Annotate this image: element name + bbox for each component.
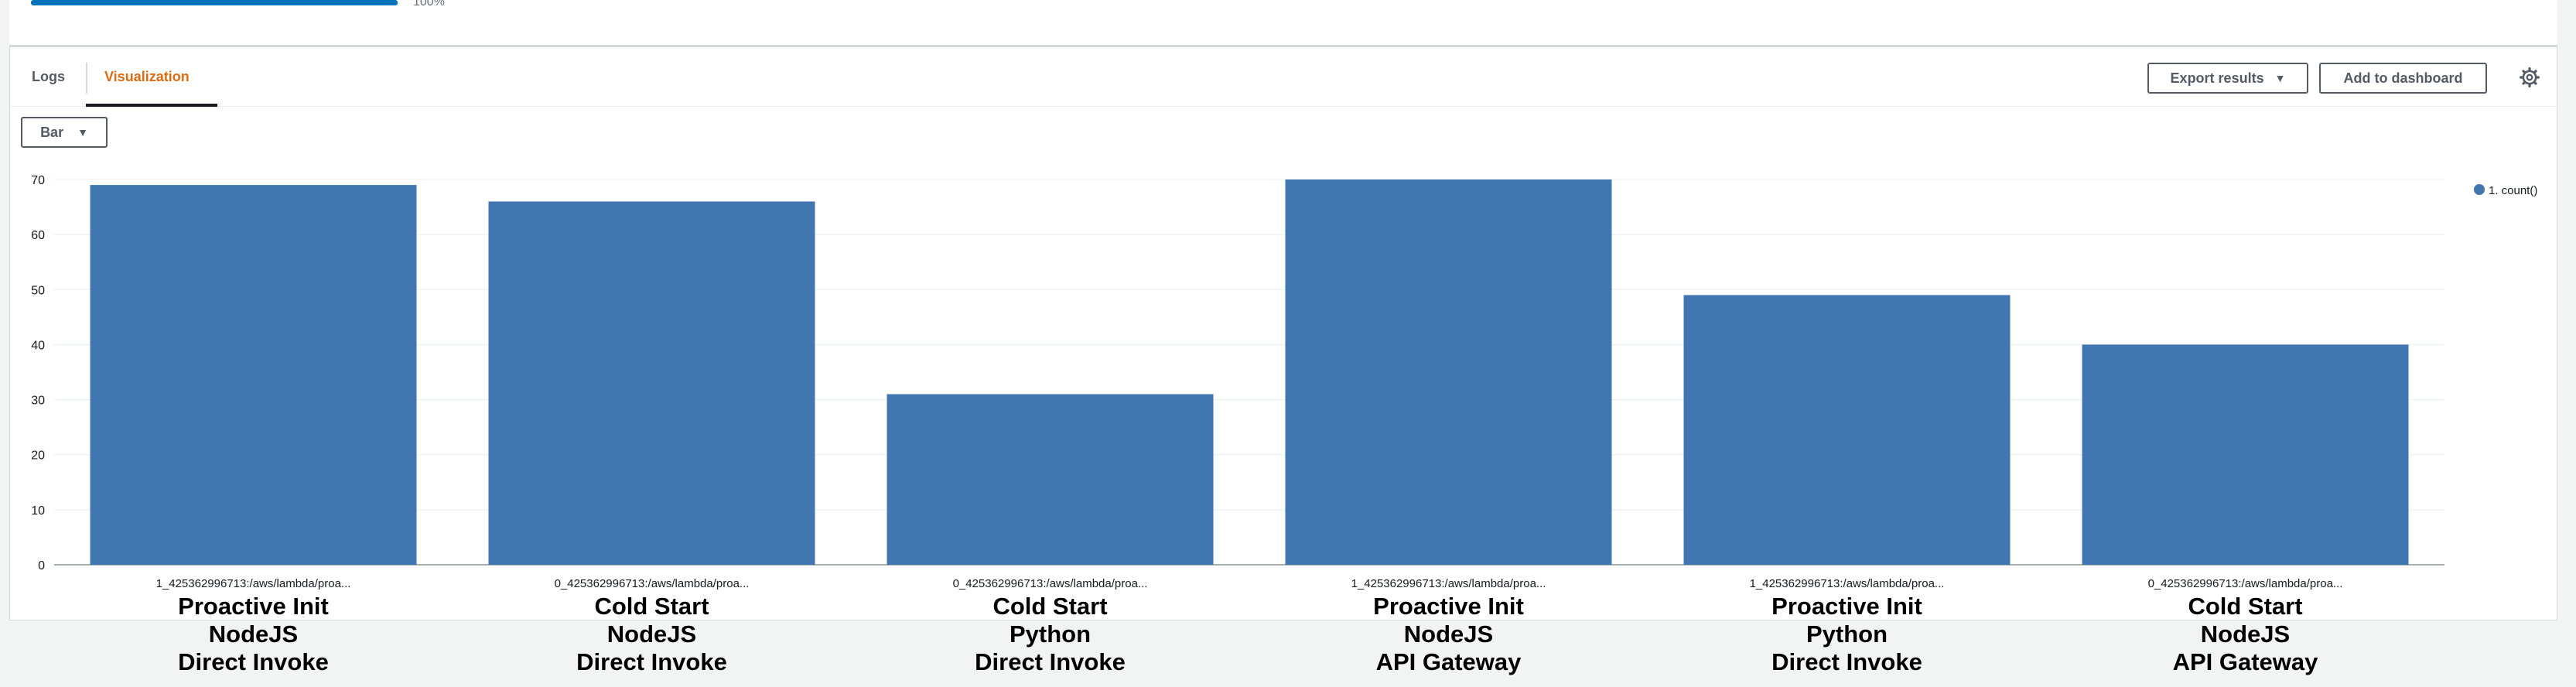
- bar: [90, 185, 417, 565]
- caret-down-icon: ▼: [77, 126, 88, 138]
- tab-divider: [86, 63, 87, 94]
- legend-label: 1. count(): [2489, 184, 2537, 197]
- active-tab-indicator: [86, 104, 217, 107]
- y-tick-label: 70: [31, 174, 45, 187]
- y-tick-label: 10: [31, 504, 45, 518]
- progress-percent: 100%: [413, 0, 445, 9]
- y-tick-label: 20: [31, 449, 45, 463]
- annotation-line: Python: [1009, 620, 1092, 648]
- results-panel: Logs Visualization Export results ▼ Add …: [9, 46, 2557, 620]
- annotation-line: Direct Invoke: [178, 648, 329, 675]
- y-tick-label: 60: [31, 229, 45, 242]
- bar-annotation: Proactive Init NodeJS API Gateway: [1294, 593, 1604, 676]
- annotation-line: NodeJS: [1403, 620, 1494, 648]
- progress-fill: [31, 0, 398, 5]
- x-tick-label: 0_425362996713:/aws/lambda/proa...: [953, 577, 1148, 590]
- y-tick-label: 40: [31, 339, 45, 352]
- annotation-line: Proactive Init: [1373, 593, 1524, 620]
- legend-swatch: [2474, 184, 2485, 195]
- annotation-line: NodeJS: [2200, 620, 2291, 648]
- annotation-line: NodeJS: [606, 620, 697, 648]
- x-tick-label: 1_425362996713:/aws/lambda/proa...: [1750, 577, 1945, 590]
- y-tick-label: 0: [38, 559, 45, 572]
- query-progress-area: 100%: [9, 0, 2557, 46]
- bar-annotation: Cold Start NodeJS Direct Invoke: [497, 593, 807, 676]
- x-tick-label: 1_425362996713:/aws/lambda/proa...: [156, 577, 351, 590]
- export-results-button[interactable]: Export results ▼: [2147, 63, 2308, 94]
- annotation-line: Cold Start: [594, 593, 709, 620]
- bar: [887, 394, 1214, 565]
- annotation-line: API Gateway: [1375, 648, 1522, 675]
- annotation-line: Direct Invoke: [1771, 648, 1922, 675]
- results-tabs: Logs Visualization Export results ▼ Add …: [10, 47, 2557, 107]
- chart-type-value: Bar: [40, 124, 64, 140]
- export-results-label: Export results: [2170, 70, 2264, 86]
- add-to-dashboard-button[interactable]: Add to dashboard: [2319, 63, 2487, 94]
- x-tick-label: 0_425362996713:/aws/lambda/proa...: [2148, 577, 2343, 590]
- progress-bar: [31, 0, 398, 5]
- bar-annotation: Proactive Init NodeJS Direct Invoke: [99, 593, 408, 676]
- bar: [1683, 295, 2011, 565]
- chart-type-select[interactable]: Bar ▼: [21, 117, 108, 148]
- annotation-line: Direct Invoke: [975, 648, 1126, 675]
- bar: [488, 201, 815, 565]
- annotation-line: Cold Start: [2188, 593, 2303, 620]
- y-tick-label: 30: [31, 395, 45, 408]
- bar: [2082, 344, 2409, 565]
- y-tick-label: 50: [31, 284, 45, 297]
- annotation-line: Proactive Init: [1771, 593, 1922, 620]
- annotation-line: Python: [1806, 620, 1888, 648]
- annotation-line: Cold Start: [992, 593, 1108, 620]
- tab-visualization[interactable]: Visualization: [104, 69, 190, 84]
- bar-annotation: Cold Start NodeJS API Gateway: [2091, 593, 2400, 676]
- annotation-line: Direct Invoke: [576, 648, 727, 675]
- gear-icon[interactable]: [2520, 67, 2540, 87]
- bar-annotation: Cold Start Python Direct Invoke: [896, 593, 1205, 676]
- annotation-line: NodeJS: [208, 620, 299, 648]
- annotation-line: API Gateway: [2172, 648, 2318, 675]
- caret-down-icon: ▼: [2274, 72, 2286, 84]
- annotation-line: Proactive Init: [178, 593, 329, 620]
- bar-annotation: Proactive Init Python Direct Invoke: [1693, 593, 2002, 676]
- bar: [1285, 179, 1612, 565]
- x-tick-label: 0_425362996713:/aws/lambda/proa...: [555, 577, 750, 590]
- tab-logs[interactable]: Logs: [32, 69, 65, 84]
- x-tick-label: 1_425362996713:/aws/lambda/proa...: [1351, 577, 1546, 590]
